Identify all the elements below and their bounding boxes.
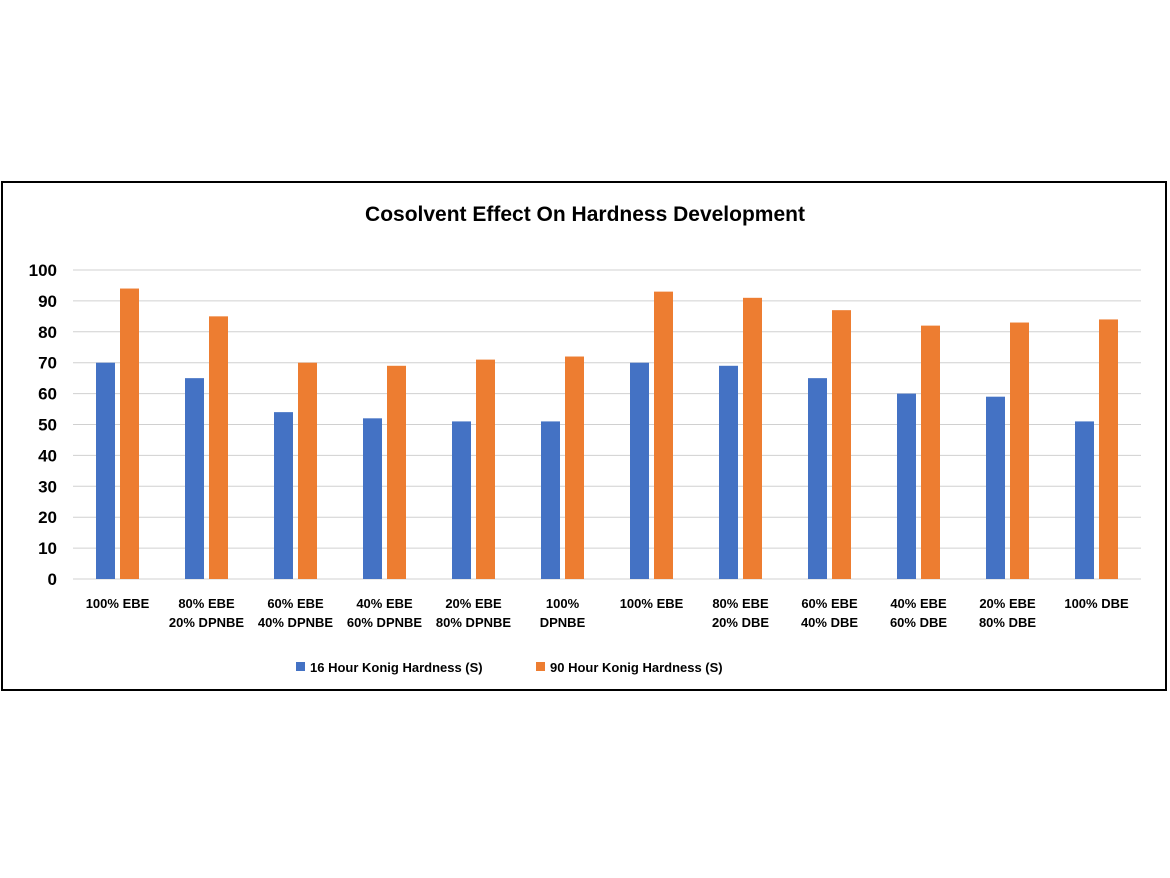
chart-title: Cosolvent Effect On Hardness Development bbox=[365, 203, 805, 226]
x-tick-label: 100% EBE bbox=[86, 596, 150, 611]
x-tick-label: 20% EBE 80% DBE bbox=[979, 596, 1036, 630]
bar-16-hour bbox=[274, 412, 293, 579]
chart-frame: Cosolvent Effect On Hardness Development… bbox=[1, 181, 1167, 691]
y-tick-label: 30 bbox=[38, 477, 57, 496]
y-tick-label: 10 bbox=[38, 539, 57, 558]
y-tick-label: 100 bbox=[29, 261, 57, 280]
x-axis-ticks: 100% EBE 80% EBE 20% DPNBE 60% EBE 40% DPNBE… bbox=[86, 596, 1129, 630]
bar-90-hour bbox=[120, 288, 139, 579]
y-tick-label: 70 bbox=[38, 354, 57, 373]
legend-swatch bbox=[296, 662, 305, 671]
x-tick-label: 40% EBE 60% DBE bbox=[890, 596, 947, 630]
x-tick-label: 60% EBE 40% DBE bbox=[801, 596, 858, 630]
x-tick-label: 40% EBE 60% DPNBE bbox=[347, 596, 422, 630]
bar-90-hour bbox=[209, 316, 228, 579]
gridlines bbox=[73, 269, 1141, 580]
bar-90-hour bbox=[387, 365, 406, 579]
bar-16-hour bbox=[541, 421, 560, 579]
bar-16-hour bbox=[1075, 421, 1094, 579]
y-tick-label: 0 bbox=[48, 570, 57, 589]
bar-16-hour bbox=[96, 362, 115, 579]
bar-16-hour bbox=[185, 378, 204, 579]
y-axis-ticks: 0 10 20 30 40 50 60 70 80 90 100 bbox=[29, 261, 57, 589]
bar-16-hour bbox=[363, 418, 382, 579]
bar-90-hour bbox=[832, 310, 851, 579]
x-tick-label: 80% EBE 20% DPNBE bbox=[169, 596, 244, 630]
bar-16-hour bbox=[719, 365, 738, 579]
bar-16-hour bbox=[897, 393, 916, 579]
x-tick-label: 20% EBE 80% DPNBE bbox=[436, 596, 511, 630]
bar-90-hour bbox=[298, 362, 317, 579]
bar-90-hour bbox=[654, 291, 673, 579]
bar-90-hour bbox=[743, 297, 762, 579]
bar-16-hour bbox=[630, 362, 649, 579]
legend-swatch bbox=[536, 662, 545, 671]
y-tick-label: 90 bbox=[38, 292, 57, 311]
bar-16-hour bbox=[452, 421, 471, 579]
legend-label: 16 Hour Konig Hardness (S) bbox=[310, 660, 483, 675]
y-tick-label: 50 bbox=[38, 416, 57, 435]
y-tick-label: 80 bbox=[38, 323, 57, 342]
bar-16-hour bbox=[808, 378, 827, 579]
y-tick-label: 40 bbox=[38, 446, 57, 465]
bars bbox=[96, 288, 1118, 579]
legend: 16 Hour Konig Hardness (S) 90 Hour Konig … bbox=[296, 660, 723, 675]
bar-90-hour bbox=[1010, 322, 1029, 579]
bar-90-hour bbox=[565, 356, 584, 579]
y-tick-label: 20 bbox=[38, 508, 57, 527]
bar-90-hour bbox=[921, 325, 940, 579]
x-tick-label: 100% DPNBE bbox=[540, 596, 586, 630]
bar-16-hour bbox=[986, 396, 1005, 579]
x-tick-label: 100% DBE bbox=[1064, 596, 1129, 611]
chart: Cosolvent Effect On Hardness Development… bbox=[29, 203, 1141, 675]
x-tick-label: 60% EBE 40% DPNBE bbox=[258, 596, 333, 630]
y-tick-label: 60 bbox=[38, 385, 57, 404]
bar-90-hour bbox=[476, 359, 495, 579]
x-tick-label: 100% EBE bbox=[620, 596, 684, 611]
x-tick-label: 80% EBE 20% DBE bbox=[712, 596, 769, 630]
bar-90-hour bbox=[1099, 319, 1118, 579]
legend-label: 90 Hour Konig Hardness (S) bbox=[550, 660, 723, 675]
